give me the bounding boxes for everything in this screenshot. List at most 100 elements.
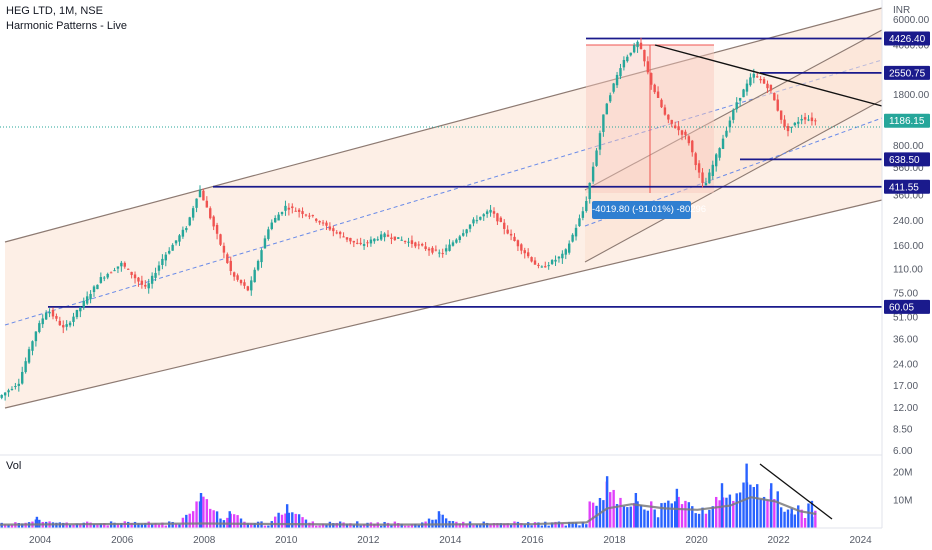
candle [188,216,191,227]
volume-bar [277,512,280,528]
price-axis[interactable]: 6000.004000.002700.001800.00800.00560.00… [893,15,930,457]
candle [790,126,793,133]
candle [694,151,697,171]
candle [226,252,229,264]
candle-body [444,248,448,252]
candle-body [585,200,588,212]
volume-bar [708,509,711,528]
candle-body [598,133,602,150]
volume-bar [557,521,561,528]
candle [328,222,332,232]
candle-body [154,272,157,278]
volume-bar [315,525,318,528]
volume-bar [766,500,769,528]
candle [718,147,721,161]
candle-body [14,386,17,388]
candle [352,240,356,248]
candle [349,237,352,245]
candle [489,204,492,217]
candle [356,238,359,245]
volume-bar [373,523,376,528]
candle-body [434,249,438,251]
candle-body [270,222,273,229]
candle-body [34,331,38,342]
candle-body [267,229,270,239]
volume-bar [164,525,168,528]
volume-axis[interactable]: 20M 10M [893,468,912,507]
candle-body [561,253,564,259]
candle-body [516,240,520,247]
candle-body [547,265,550,267]
candle [533,257,537,265]
volume-bar [7,524,10,528]
channel-upper-line[interactable] [4,7,883,243]
volume-bar [574,522,578,528]
candle [615,71,619,88]
candle-body [7,390,10,393]
candle [178,234,181,246]
volume-bar [414,523,417,528]
candle [506,225,509,235]
volume-bar [113,522,116,528]
candle [725,127,728,138]
candle-body [533,260,537,265]
channel-lower-line[interactable] [4,199,883,409]
candle [656,86,660,99]
volume-bar [103,523,106,528]
volume-bar [773,499,776,528]
candle [520,243,523,255]
candle-body [161,258,164,266]
downtrend-line[interactable] [654,44,883,107]
candle-body [236,275,239,280]
volume-bar [701,507,704,528]
time-tick-label: 2020 [685,535,708,546]
candle-body [680,130,684,135]
candle [308,212,311,220]
price-tag-bg [884,152,930,167]
time-axis[interactable]: 2004 2006 2008 2010 2012 2014 2016 2018 2020 2022… [29,535,872,546]
candle [677,121,680,136]
candle [434,245,438,252]
symbol-title[interactable]: HEG LTD, 1M, NSE [6,5,103,17]
volume-bar [130,522,133,528]
candle [691,139,694,157]
price-tick-label: 8.50 [893,424,913,435]
volume-bar [79,523,82,528]
candle-body [797,121,800,124]
price-tick-label: 800.00 [893,141,924,152]
volume-bar [407,525,410,528]
candle [714,153,718,172]
candle-body [62,325,65,328]
inner-channel-lower[interactable] [584,99,883,263]
candle-body [171,244,174,251]
candle-body [301,211,304,215]
volume-trend-line[interactable] [759,463,833,520]
volume-bar [215,511,219,528]
candle [27,346,31,364]
volume-bar [503,523,506,528]
volume-bar [294,513,297,528]
candle-body [557,256,561,259]
candle [807,115,810,122]
candle [24,357,27,374]
volume-label[interactable]: Vol [6,460,22,472]
volume-bar [663,502,667,528]
indicator-title[interactable]: Harmonic Patterns - Live [6,20,128,32]
candle [759,76,762,84]
candle-body [766,83,769,89]
volume-bar [807,503,810,528]
candle-body [393,236,397,240]
candle-body [315,218,318,221]
candle [673,121,677,129]
candle [318,220,321,225]
candle [3,392,7,401]
candle-body [185,227,188,231]
volume-bar [150,524,154,528]
volume-bar [537,522,540,528]
volume-bar [697,513,701,528]
candle [667,114,670,124]
candle [762,77,766,85]
volume-bar [209,508,212,528]
candle [99,272,103,284]
